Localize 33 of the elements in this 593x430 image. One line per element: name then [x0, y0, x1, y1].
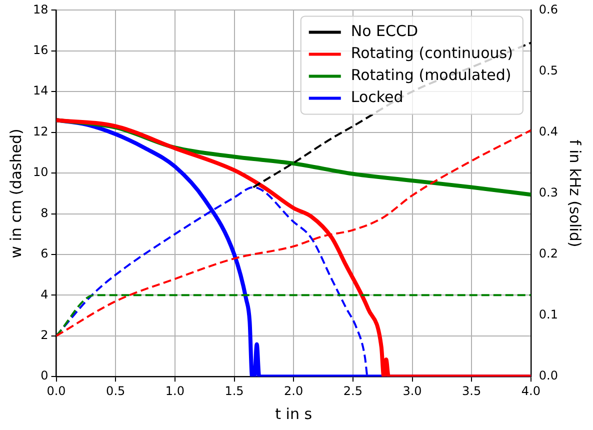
- y2-tick-label: 0.0: [538, 368, 558, 383]
- y2-tick-label: 0.5: [538, 63, 558, 78]
- y-tick-label: 10: [32, 165, 48, 180]
- y2-tick-label: 0.4: [538, 124, 558, 138]
- legend-label: Rotating (modulated): [350, 66, 512, 84]
- y-tick-label: 0: [40, 368, 48, 383]
- legend-label: No ECCD: [350, 22, 418, 40]
- x-tick-label: 0.5: [106, 384, 126, 398]
- y-tick-label: 16: [32, 43, 48, 58]
- x-tick-label: 3.0: [402, 384, 422, 398]
- y2-tick-label: 0.2: [538, 246, 558, 261]
- y-tick-label: 2: [40, 328, 48, 342]
- x-tick-label: 1.0: [165, 384, 184, 398]
- y2-tick-label: 0.1: [538, 308, 558, 322]
- y2-tick-label: 0.3: [538, 186, 558, 200]
- x-tick-label: 4.0: [521, 384, 540, 398]
- x-tick-label: 1.5: [224, 384, 244, 398]
- y-tick-label: 14: [32, 84, 48, 98]
- legend-label: Rotating (continuous): [350, 44, 513, 62]
- x-tick-label: 2.0: [284, 384, 304, 398]
- x-axis-title: t in s: [275, 404, 312, 423]
- y2-axis-title: f in kHz (solid): [566, 140, 584, 248]
- y-axis-title: w in cm (dashed): [6, 128, 25, 258]
- y-tick-label: 12: [32, 124, 48, 138]
- x-tick-label: 0.0: [46, 384, 66, 398]
- y-tick-label: 6: [40, 246, 48, 261]
- legend-label: Locked: [350, 88, 404, 106]
- y-tick-label: 4: [40, 287, 48, 302]
- y2-tick-label: 0.6: [538, 2, 558, 16]
- y-tick-label: 8: [40, 206, 48, 220]
- x-tick-label: 3.5: [462, 384, 482, 398]
- x-tick-label: 2.5: [343, 384, 362, 398]
- y-tick-label: 18: [32, 2, 48, 16]
